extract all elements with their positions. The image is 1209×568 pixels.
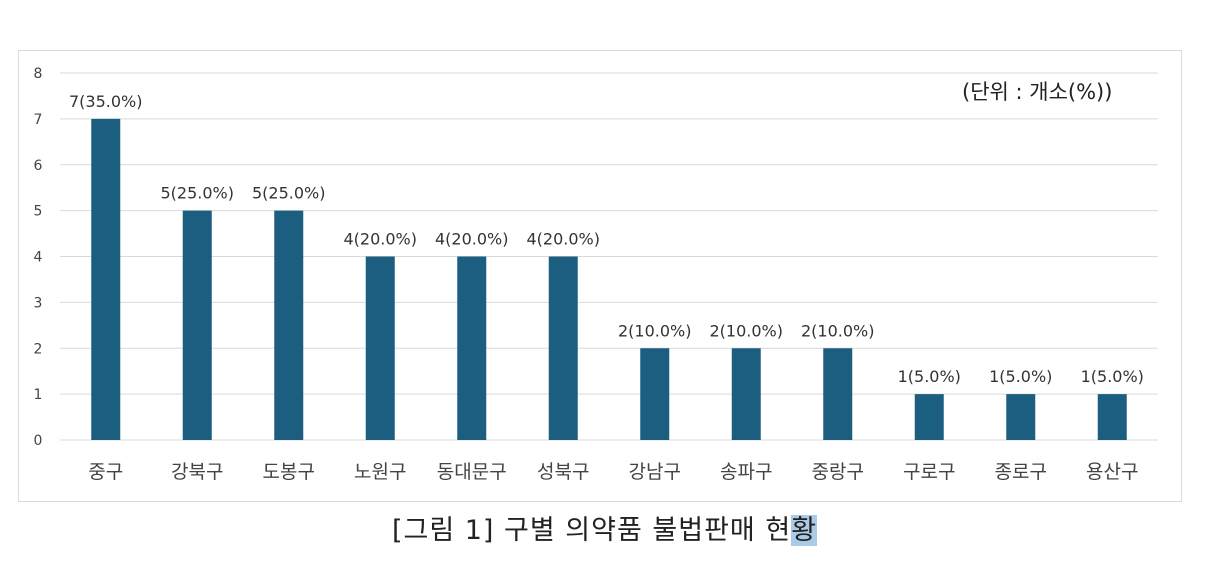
y-axis-ticks: 0 1 2 3 4 5 6 7 8	[34, 66, 43, 449]
bar	[457, 256, 487, 440]
unit-label: (단위 : 개소(%))	[962, 80, 1113, 104]
x-tick-label: 노원구	[354, 461, 406, 483]
caption-text: [그림 1] 구별 의약품 불법판매 현	[391, 515, 792, 546]
figure-caption: [그림 1] 구별 의약품 불법판매 현황	[0, 508, 1209, 547]
data-label: 5(25.0%)	[252, 184, 326, 203]
bar	[182, 210, 212, 440]
bar	[548, 256, 578, 440]
data-label: 2(10.0%)	[801, 321, 875, 340]
y-tick-label: 3	[34, 295, 43, 311]
chart-frame	[18, 50, 1182, 502]
x-tick-label: 중랑구	[812, 461, 864, 483]
x-tick-label: 송파구	[720, 461, 772, 483]
x-axis-ticks: 중구 강북구 도봉구 노원구 동대문구 성북구 강남구 송파구 중랑구 구로구 종로구 용산구	[88, 461, 1138, 483]
x-tick-label: 성북구	[537, 461, 589, 483]
bar	[274, 210, 304, 440]
bar-chart: 0 1 2 3 4 5 6 7 8 7(35.0%) 5(25.0%) 5(25.0%) 4(20.0…	[34, 66, 1158, 483]
y-tick-label: 4	[34, 250, 43, 266]
data-label: 4(20.0%)	[527, 230, 601, 249]
bar	[823, 348, 853, 440]
y-tick-label: 1	[34, 387, 43, 403]
y-tick-label: 7	[34, 112, 43, 128]
y-tick-label: 6	[34, 158, 43, 174]
bar	[640, 348, 670, 440]
x-tick-label: 도봉구	[263, 461, 315, 483]
bar	[365, 256, 395, 440]
data-label: 5(25.0%)	[161, 184, 235, 203]
caption-highlighted-text: 황	[791, 515, 818, 546]
bars	[91, 118, 1127, 440]
x-tick-label: 강남구	[629, 461, 681, 483]
x-tick-label: 강북구	[171, 461, 223, 483]
bar	[914, 394, 944, 440]
x-tick-label: 구로구	[903, 461, 955, 483]
data-label: 2(10.0%)	[618, 321, 692, 340]
bar	[91, 118, 121, 440]
bar	[1097, 394, 1127, 440]
x-tick-label: 중구	[88, 461, 123, 483]
x-tick-label: 동대문구	[437, 461, 507, 483]
bar	[731, 348, 761, 440]
y-tick-label: 2	[34, 341, 43, 357]
bar	[1006, 394, 1036, 440]
x-tick-label: 종로구	[995, 461, 1047, 483]
data-label: 4(20.0%)	[344, 230, 418, 249]
data-label: 1(5.0%)	[1081, 367, 1144, 386]
data-label: 1(5.0%)	[989, 367, 1052, 386]
y-tick-label: 8	[34, 66, 43, 82]
data-label: 4(20.0%)	[435, 230, 509, 249]
x-tick-label: 용산구	[1086, 461, 1138, 483]
data-label: 2(10.0%)	[710, 321, 784, 340]
gridlines	[60, 72, 1158, 441]
y-tick-label: 5	[34, 204, 43, 220]
data-label: 7(35.0%)	[69, 92, 143, 111]
data-labels: 7(35.0%) 5(25.0%) 5(25.0%) 4(20.0%) 4(20.0%)…	[69, 92, 1144, 386]
y-tick-label: 0	[34, 433, 43, 449]
data-label: 1(5.0%)	[898, 367, 961, 386]
